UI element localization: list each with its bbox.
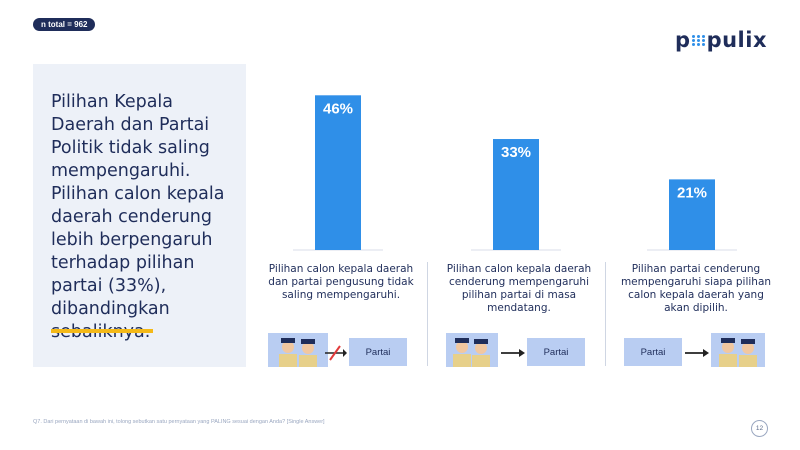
arrow-right-icon [685, 349, 709, 357]
bar-1 [315, 95, 361, 250]
populix-logo: p pulix [675, 28, 767, 52]
partai-box-1: Partai [349, 338, 407, 366]
officials-illustration-3 [711, 333, 765, 367]
partai-box-2: Partai [527, 338, 585, 366]
logo-text-right: pulix [706, 28, 767, 52]
category-caption-2: Pilihan calon kepala daerah cenderung me… [446, 263, 592, 314]
column-divider-1 [427, 262, 428, 366]
bar-value-label-3: 21% [677, 184, 707, 201]
officials-illustration-2 [446, 333, 498, 367]
partai-box-3: Partai [624, 338, 682, 366]
summary-panel: Pilihan Kepala Daerah dan Partai Politik… [33, 64, 246, 367]
logo-text-left: p [675, 28, 691, 52]
column-divider-2 [605, 262, 606, 366]
page-number: 12 [751, 420, 768, 437]
accent-underline [51, 329, 153, 333]
sample-size-badge: n total = 962 [33, 18, 96, 31]
category-caption-1: Pilihan calon kepala daerah dan partai p… [268, 263, 414, 301]
category-caption-3: Pilihan partai cenderung mempengaruhi si… [620, 263, 772, 314]
bar-value-label-2: 33% [501, 144, 531, 161]
officials-illustration-1 [268, 333, 328, 367]
summary-text: Pilihan Kepala Daerah dan Partai Politik… [51, 92, 225, 342]
logo-dots-icon [691, 34, 706, 46]
bar-3 [669, 179, 715, 250]
question-footnote: Q7. Dari pernyataan di bawah ini, tolong… [33, 419, 325, 425]
bar-2 [493, 139, 539, 250]
arrow-right-icon [501, 349, 525, 357]
bar-chart: 46% 33% 21% [293, 95, 737, 251]
no-influence-icon [325, 345, 347, 361]
bar-value-label-1: 46% [323, 100, 353, 117]
